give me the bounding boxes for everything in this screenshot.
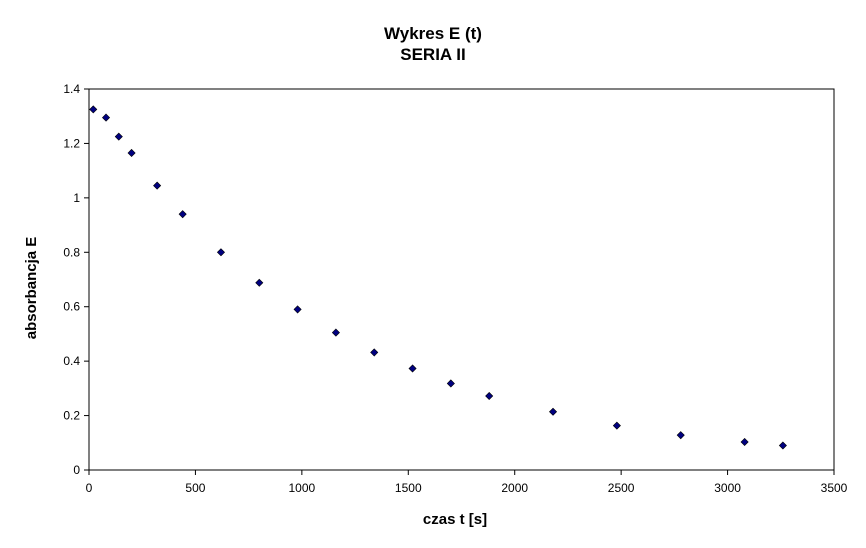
y-axis-title: absorbancja E <box>23 237 40 340</box>
x-tick-label: 2500 <box>608 481 635 495</box>
data-point <box>216 248 225 257</box>
data-point <box>114 132 123 141</box>
x-tick-label: 3500 <box>821 481 848 495</box>
data-point <box>778 441 787 450</box>
data-point <box>153 181 162 190</box>
data-point <box>127 148 136 157</box>
y-tick-label: 1.2 <box>63 136 80 150</box>
chart-title: Wykres E (t) <box>384 24 482 43</box>
x-tick-label: 1500 <box>395 481 422 495</box>
y-tick-label: 0.4 <box>63 354 80 368</box>
x-axis: 0 500 1000 1500 2000 2500 3000 3500 <box>86 470 848 495</box>
plot-area <box>88 88 835 471</box>
x-axis-title: czas t [s] <box>423 511 487 528</box>
data-point <box>293 305 302 314</box>
y-tick-label: 0.6 <box>63 300 80 314</box>
data-point <box>612 421 621 430</box>
data-point <box>676 431 685 440</box>
data-point <box>89 105 98 114</box>
data-point <box>549 407 558 416</box>
data-point <box>370 348 379 357</box>
data-point <box>485 391 494 401</box>
data-point <box>331 328 340 337</box>
x-tick-label: 1000 <box>289 481 316 495</box>
y-tick-label: 1.4 <box>63 82 80 96</box>
x-tick-label: 500 <box>185 481 205 495</box>
data-point <box>408 364 417 373</box>
y-axis: 0 0.2 0.4 0.6 0.8 1 1.2 1.4 <box>63 82 89 477</box>
data-series <box>89 105 787 450</box>
y-tick-label: 1 <box>73 191 80 205</box>
y-tick-label: 0 <box>73 463 80 477</box>
data-point <box>255 278 264 287</box>
data-point <box>102 113 111 122</box>
y-tick-label: 0.8 <box>63 245 80 259</box>
data-point <box>446 379 455 388</box>
x-tick-label: 2000 <box>501 481 528 495</box>
data-point <box>740 437 749 446</box>
x-tick-label: 0 <box>86 481 93 495</box>
data-point <box>178 210 187 219</box>
x-tick-label: 3000 <box>714 481 741 495</box>
chart-subtitle: SERIA II <box>400 45 466 64</box>
y-tick-label: 0.2 <box>63 409 80 423</box>
